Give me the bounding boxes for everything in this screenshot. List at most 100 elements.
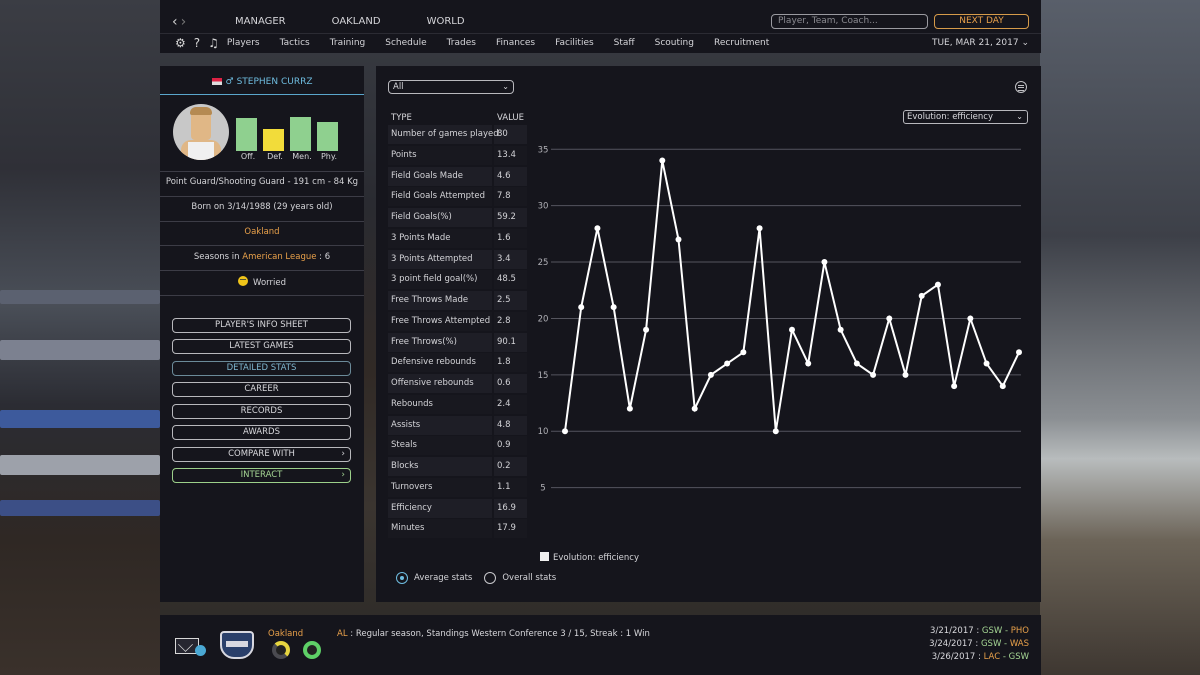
rating-label: Phy. xyxy=(320,152,338,161)
main-nav: MANAGER OAKLAND WORLD xyxy=(235,16,511,27)
data-point[interactable] xyxy=(756,225,763,232)
data-point[interactable] xyxy=(999,383,1006,390)
data-point[interactable] xyxy=(837,326,844,333)
players-info-sheet-button[interactable]: PLAYER'S INFO SHEET xyxy=(172,318,351,333)
data-point[interactable] xyxy=(740,349,747,356)
background-left xyxy=(0,0,160,675)
stat-type: 3 Points Attempted xyxy=(391,253,473,264)
data-point[interactable] xyxy=(821,259,828,266)
data-point[interactable] xyxy=(967,315,974,322)
game-entry[interactable]: 3/24/2017 : GSW - WAS xyxy=(929,639,1029,652)
career-button[interactable]: CAREER xyxy=(172,382,351,397)
away-team: WAS xyxy=(1009,639,1029,649)
nav-oakland[interactable]: OAKLAND xyxy=(331,16,381,27)
average-stats-label[interactable]: Average stats xyxy=(414,573,473,583)
stat-value: 7.8 xyxy=(497,191,511,202)
data-point[interactable] xyxy=(870,371,877,378)
next-day-button[interactable]: NEXT DAY xyxy=(934,14,1029,29)
evolution-select[interactable]: Evolution: efficiency ⌄ xyxy=(903,110,1028,124)
data-point[interactable] xyxy=(902,371,909,378)
sub-nav-tactics[interactable]: Tactics xyxy=(279,38,310,48)
overall-stats-radio[interactable] xyxy=(484,572,497,584)
data-point[interactable] xyxy=(643,326,650,333)
latest-games-button[interactable]: LATEST GAMES xyxy=(172,339,351,354)
team-shield-icon[interactable] xyxy=(220,631,254,659)
rating-label: Off. xyxy=(240,152,256,161)
forward-arrow-icon[interactable]: › xyxy=(180,14,190,30)
player-name: STEPHEN CURRZ xyxy=(236,77,313,87)
music-icon[interactable]: ♫ xyxy=(208,36,219,50)
stat-type: Rebounds xyxy=(391,398,433,409)
data-point[interactable] xyxy=(918,292,925,299)
sub-nav-training[interactable]: Training xyxy=(329,38,366,48)
detailed-stats-button[interactable]: DETAILED STATS xyxy=(172,361,351,376)
data-point[interactable] xyxy=(707,371,714,378)
team-name[interactable]: Oakland xyxy=(268,629,304,639)
sub-nav-staff[interactable]: Staff xyxy=(613,38,635,48)
player-name-row: ♂ STEPHEN CURRZ xyxy=(160,77,364,87)
data-point[interactable] xyxy=(789,326,795,333)
nav-manager[interactable]: MANAGER xyxy=(235,16,286,27)
stat-cell-bg xyxy=(388,270,492,290)
stat-cell-bg xyxy=(494,457,527,476)
y-tick-label: 20 xyxy=(538,314,549,324)
sub-nav-scouting[interactable]: Scouting xyxy=(654,38,694,48)
stat-type: Turnovers xyxy=(391,481,433,492)
data-point[interactable] xyxy=(610,304,617,311)
sub-nav-finances[interactable]: Finances xyxy=(495,38,536,48)
data-point[interactable] xyxy=(691,405,698,412)
compare-with-button[interactable]: COMPARE WITH › xyxy=(172,447,351,462)
current-date[interactable]: TUE, MAR 21, 2017 ⌄ xyxy=(932,38,1029,48)
menu-icon[interactable] xyxy=(1015,81,1027,93)
y-tick-label: 15 xyxy=(538,371,549,381)
league-link[interactable]: American League xyxy=(242,252,317,262)
stat-value: 13.4 xyxy=(497,149,516,160)
data-point[interactable] xyxy=(659,157,666,164)
average-stats-radio[interactable] xyxy=(396,572,408,584)
stats-header: TYPE VALUE xyxy=(388,111,528,124)
game-date: 3/26/2017 : xyxy=(931,652,984,662)
sub-nav-players[interactable]: Players xyxy=(226,38,260,48)
data-point[interactable] xyxy=(578,304,585,311)
stat-row: Defensive rebounds 1.8 xyxy=(388,352,528,373)
sub-nav-facilities[interactable]: Facilities xyxy=(555,38,594,48)
data-point[interactable] xyxy=(983,360,990,367)
game-entry[interactable]: 3/21/2017 : GSW - PHO xyxy=(929,626,1029,639)
stat-cell-bg xyxy=(388,249,492,269)
data-point[interactable] xyxy=(562,428,568,435)
help-icon[interactable]: ? xyxy=(193,36,201,50)
league-tag[interactable]: AL xyxy=(337,629,348,639)
records-button[interactable]: RECORDS xyxy=(172,404,351,419)
data-point[interactable] xyxy=(805,360,812,367)
data-point[interactable] xyxy=(772,428,779,435)
back-arrow-icon[interactable]: ‹ xyxy=(172,14,181,30)
data-point[interactable] xyxy=(886,315,893,322)
data-point[interactable] xyxy=(1016,349,1022,356)
team-link[interactable]: Oakland xyxy=(160,227,364,237)
stat-value: 59.2 xyxy=(497,212,516,222)
data-point[interactable] xyxy=(675,236,682,243)
divider xyxy=(160,196,364,197)
gear-icon[interactable]: ⚙ xyxy=(175,36,186,50)
data-point[interactable] xyxy=(853,360,860,367)
data-point[interactable] xyxy=(626,405,633,412)
nav-world[interactable]: WORLD xyxy=(426,16,465,27)
data-point[interactable] xyxy=(724,360,731,367)
stats-filter-select[interactable]: All ⌄ xyxy=(388,80,514,94)
game-entry[interactable]: 3/26/2017 : LAC - GSW xyxy=(929,652,1029,665)
sub-nav-schedule[interactable]: Schedule xyxy=(385,38,427,48)
search-input[interactable]: Player, Team, Coach... xyxy=(771,14,928,29)
stat-cell-bg xyxy=(494,228,527,248)
sub-nav-trades[interactable]: Trades xyxy=(446,38,476,48)
data-point[interactable] xyxy=(934,281,941,288)
divider xyxy=(160,94,364,95)
stat-type: Free Throws Made xyxy=(391,295,469,305)
sub-nav-recruitment[interactable]: Recruitment xyxy=(713,38,770,48)
awards-button[interactable]: AWARDS xyxy=(172,425,351,440)
stat-cell-bg xyxy=(494,374,527,393)
stat-value: 0.2 xyxy=(497,461,511,471)
data-point[interactable] xyxy=(594,225,601,232)
overall-stats-label[interactable]: Overall stats xyxy=(502,573,557,583)
interact-button[interactable]: INTERACT › xyxy=(172,468,351,483)
data-point[interactable] xyxy=(951,383,958,390)
